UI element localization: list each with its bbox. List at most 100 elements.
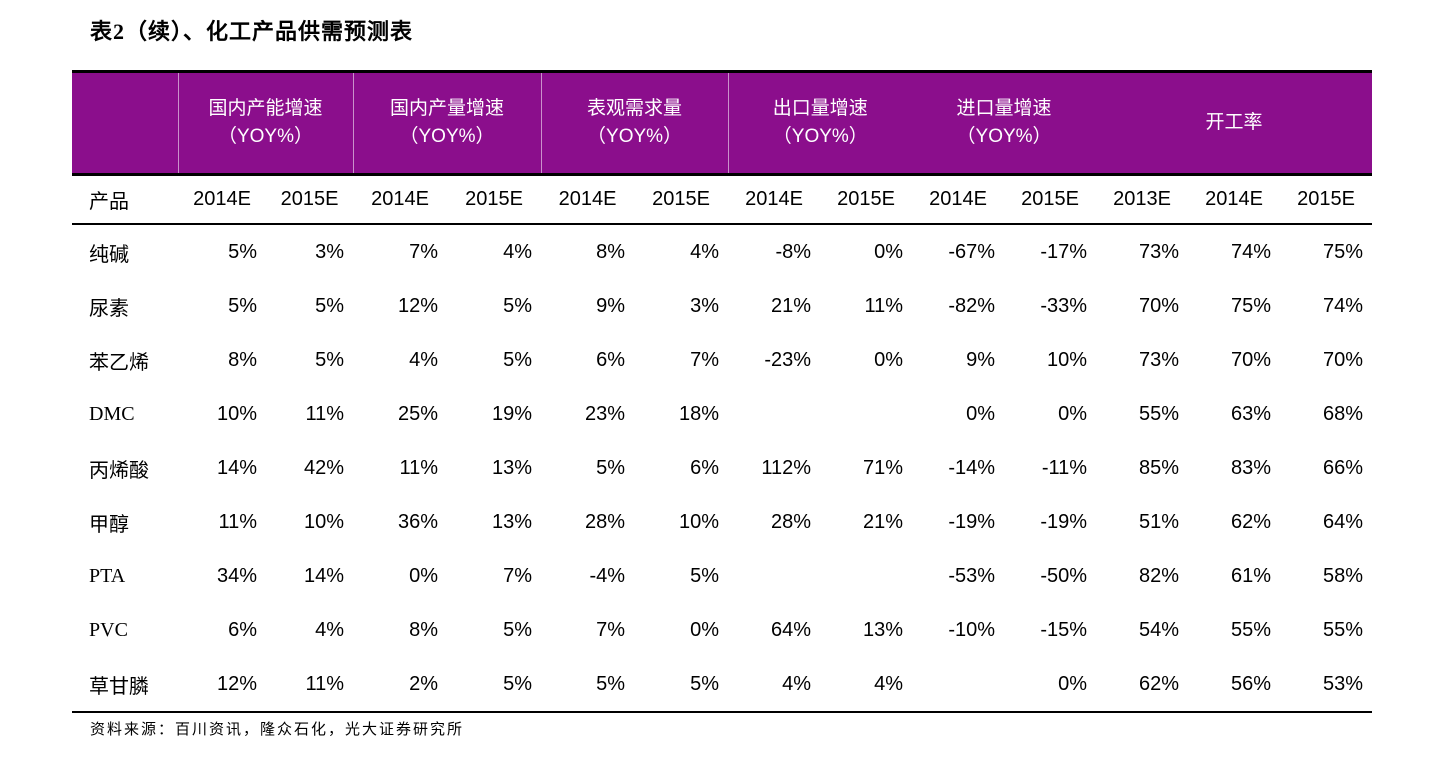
value-cell: 82% bbox=[1139, 564, 1180, 587]
group-sub-label: （YOY%） bbox=[956, 126, 1052, 147]
value-cell bbox=[912, 657, 1005, 713]
page-title: 表2（续）、化工产品供需预测表 bbox=[90, 19, 414, 44]
value-cell: 73% bbox=[1139, 348, 1180, 371]
year-header: 2013E bbox=[1096, 174, 1189, 225]
value-cell: 5% bbox=[228, 294, 257, 317]
value-cell: 62% bbox=[1096, 657, 1189, 713]
year-header: 2015E bbox=[1280, 174, 1373, 225]
value-cell: 4% bbox=[728, 657, 821, 713]
value-cell: 6% bbox=[596, 348, 626, 371]
value-cell: 28% bbox=[585, 510, 626, 533]
year-header: 2014E bbox=[1188, 174, 1281, 225]
product-name: 纯碱 bbox=[89, 243, 129, 266]
value-cell bbox=[820, 549, 912, 603]
value-cell: 74% bbox=[1323, 294, 1364, 317]
value-cell: 85% bbox=[1139, 456, 1180, 479]
value-cell: 19% bbox=[492, 402, 533, 425]
value-cell: 70% bbox=[1323, 348, 1364, 371]
group-header: 开工率 bbox=[1096, 70, 1373, 176]
value-cell: 5% bbox=[503, 618, 533, 641]
table-row: 甲醇 11% 10% 36% 13% 28% 10% 28% 21% -19% -19% 51% 62%… bbox=[72, 495, 1372, 549]
value-cell: 54% bbox=[1139, 618, 1180, 641]
value-cell: 58% bbox=[1323, 564, 1364, 587]
value-cell: 55% bbox=[1323, 618, 1364, 641]
year-header: 2015E bbox=[820, 174, 913, 225]
value-cell: 5% bbox=[503, 294, 533, 317]
source-note: 资料来源：百川资讯，隆众石化，光大证券研究所 bbox=[90, 722, 465, 738]
year-header-row: 产品 2014E 2015E 2014E 2015E 2014E 2015E 2014E 20… bbox=[72, 174, 1373, 225]
value-cell: 14% bbox=[216, 456, 257, 479]
value-cell: 5% bbox=[315, 348, 345, 371]
table-row: 草甘膦 12% 11% 2% 5% 5% 5% 4% 4% 0% 62% 56% 53% bbox=[72, 657, 1373, 713]
value-cell: 4% bbox=[820, 657, 913, 713]
value-cell: 5% bbox=[634, 657, 729, 713]
value-cell: 9% bbox=[966, 348, 996, 371]
table-body: 纯碱 5% 3% 7% 4% 8% 4% -8% 0% -67% -17% 73% 74% 75% 尿素 5%… bbox=[72, 224, 1373, 713]
value-cell: 11% bbox=[218, 510, 257, 533]
value-cell: -19% bbox=[948, 510, 996, 533]
value-cell: -82% bbox=[948, 294, 996, 317]
value-cell: 5% bbox=[541, 657, 635, 713]
product-name: 尿素 bbox=[89, 297, 129, 320]
value-cell: 7% bbox=[596, 618, 626, 641]
value-cell: 73% bbox=[1139, 240, 1180, 263]
group-label: 开工率 bbox=[1205, 112, 1263, 133]
value-cell: -14% bbox=[948, 456, 996, 479]
group-label: 国内产能增速 bbox=[208, 98, 323, 119]
value-cell: -11% bbox=[1041, 456, 1088, 479]
product-name: DMC bbox=[89, 402, 135, 425]
value-cell: 56% bbox=[1188, 657, 1281, 713]
value-cell: 7% bbox=[409, 240, 439, 263]
group-header: 进口量增速 （YOY%） bbox=[912, 70, 1097, 176]
value-cell bbox=[820, 387, 912, 441]
value-cell: 0% bbox=[409, 564, 439, 587]
table-row: 尿素 5% 5% 12% 5% 9% 3% 21% 11% -82% -33% 70% 75% 74% bbox=[72, 279, 1372, 333]
value-cell: 12% bbox=[397, 294, 439, 317]
group-header: 国内产量增速 （YOY%） bbox=[353, 70, 542, 176]
group-header: 国内产能增速 （YOY%） bbox=[178, 70, 354, 176]
value-cell: 10% bbox=[216, 402, 257, 425]
value-cell: 74% bbox=[1231, 240, 1272, 263]
product-name: 甲醇 bbox=[89, 513, 129, 536]
group-sub-label: （YOY%） bbox=[772, 126, 868, 147]
value-cell: 51% bbox=[1139, 510, 1180, 533]
value-cell: 25% bbox=[397, 402, 439, 425]
product-name: 苯乙烯 bbox=[89, 351, 149, 374]
product-name: 草甘膦 bbox=[72, 657, 178, 713]
value-cell: -67% bbox=[948, 240, 996, 263]
value-cell: 5% bbox=[228, 240, 257, 263]
value-cell: 36% bbox=[397, 510, 439, 533]
table-row: PVC 6% 4% 8% 5% 7% 0% 64% 13% -10% -15% 54% 55% 55% bbox=[72, 603, 1372, 657]
value-cell: -19% bbox=[1040, 510, 1088, 533]
value-cell: 9% bbox=[596, 294, 626, 317]
value-cell: 8% bbox=[228, 348, 257, 371]
year-header: 2014E bbox=[178, 174, 266, 225]
product-name: PVC bbox=[89, 618, 128, 641]
value-cell: 10% bbox=[1047, 348, 1088, 371]
value-cell: 70% bbox=[1139, 294, 1180, 317]
value-cell: 0% bbox=[690, 618, 720, 641]
value-cell: 66% bbox=[1323, 456, 1364, 479]
value-cell: 55% bbox=[1231, 618, 1272, 641]
value-cell: 6% bbox=[690, 456, 720, 479]
value-cell: 5% bbox=[596, 456, 626, 479]
value-cell: 63% bbox=[1231, 402, 1272, 425]
value-cell: -17% bbox=[1040, 240, 1088, 263]
value-cell: 75% bbox=[1323, 240, 1364, 263]
table-row: 苯乙烯 8% 5% 4% 5% 6% 7% -23% 0% 9% 10% 73% 70% 70% bbox=[72, 333, 1372, 387]
supply-demand-forecast-table: 国内产能增速 （YOY%） 国内产量增速 （YOY%） 表观需求量 （YOY%） 出口量增速… bbox=[72, 70, 1373, 713]
value-cell: 70% bbox=[1231, 348, 1272, 371]
group-header-row: 国内产能增速 （YOY%） 国内产量增速 （YOY%） 表观需求量 （YOY%） 出口量增速… bbox=[72, 70, 1373, 176]
value-cell: 68% bbox=[1323, 402, 1364, 425]
year-header: 2015E bbox=[447, 174, 542, 225]
group-label: 进口量增速 bbox=[956, 98, 1052, 119]
value-cell: 11% bbox=[266, 657, 354, 713]
value-cell: 4% bbox=[503, 240, 533, 263]
value-cell: 8% bbox=[596, 240, 626, 263]
value-cell: 11% bbox=[399, 456, 439, 479]
group-sub-label: （YOY%） bbox=[587, 126, 683, 147]
value-cell: 18% bbox=[679, 402, 720, 425]
value-cell bbox=[728, 549, 820, 603]
value-cell: 11% bbox=[305, 402, 345, 425]
value-cell: 62% bbox=[1231, 510, 1272, 533]
